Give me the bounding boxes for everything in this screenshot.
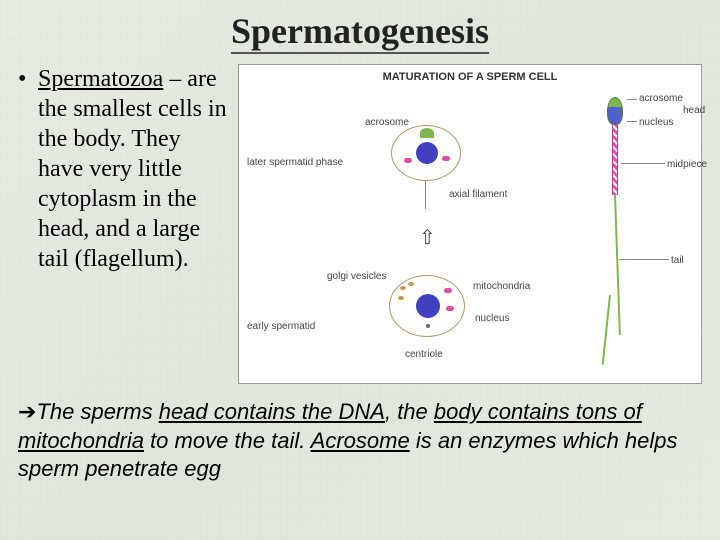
st2: , the	[385, 399, 434, 424]
bullet-item: • Spermatozoa – are the smallest cells i…	[18, 64, 228, 274]
nucleus-upper	[416, 142, 438, 164]
line-1	[627, 99, 637, 100]
axial-filament-line	[425, 181, 426, 209]
line-4	[619, 259, 669, 260]
arrow-up-icon: ⇧	[419, 225, 436, 250]
sperm-head	[607, 97, 623, 125]
golgi-1	[400, 286, 406, 290]
later-spermatid-cell	[391, 125, 461, 181]
label-midpiece: midpiece	[667, 159, 707, 170]
label-later-spermatid: later spermatid phase	[247, 157, 343, 168]
mito-2	[404, 158, 412, 163]
arrow-icon: ➔	[18, 399, 36, 424]
bullet-column: • Spermatozoa – are the smallest cells i…	[18, 64, 228, 384]
diagram-title: MATURATION OF A SPERM CELL	[239, 71, 701, 83]
sperm-midpiece	[612, 125, 618, 195]
label-early-spermatid: early spermatid	[247, 321, 315, 332]
line-3	[621, 163, 665, 164]
bullet-marker: •	[18, 64, 38, 274]
label-golgi: golgi vesicles	[327, 271, 386, 282]
sperm-tail-curve	[602, 295, 611, 365]
su1: head contains the DNA	[159, 399, 385, 424]
golgi-3	[398, 296, 404, 300]
st1: The sperms	[36, 399, 158, 424]
bullet-sep: –	[163, 66, 187, 92]
sperm-tail	[614, 195, 621, 335]
label-acrosome-left: acrosome	[365, 117, 409, 128]
label-tail: tail	[671, 255, 684, 266]
line-2	[627, 121, 637, 122]
bullet-term: Spermatozoa	[38, 66, 163, 92]
maturation-diagram: MATURATION OF A SPERM CELL ⇧	[238, 64, 702, 384]
bullet-rest: are the smallest cells in the body. They…	[38, 66, 227, 272]
slide-container: Spermatogenesis • Spermatozoa – are the …	[0, 0, 720, 540]
label-axial: axial filament	[449, 189, 507, 200]
label-mito-left: mitochondria	[473, 281, 530, 292]
label-acrosome-right: acrosome	[639, 93, 683, 104]
slide-title: Spermatogenesis	[231, 10, 489, 54]
mito-1	[442, 156, 450, 161]
label-head: head	[683, 105, 705, 116]
mito-3	[444, 288, 452, 293]
st3: to move the tail.	[144, 428, 311, 453]
title-wrap: Spermatogenesis	[18, 10, 702, 60]
nucleus-lower	[416, 294, 440, 318]
label-nucleus-lower: nucleus	[475, 313, 509, 324]
centriole-dot	[426, 324, 430, 328]
summary-text: ➔The sperms head contains the DNA, the b…	[18, 398, 702, 484]
early-spermatid-cell	[389, 275, 465, 337]
bullet-text: Spermatozoa – are the smallest cells in …	[38, 64, 228, 274]
mito-4	[446, 306, 454, 311]
label-centriole: centriole	[405, 349, 443, 360]
acrosome-cap	[420, 128, 434, 138]
su3: Acrosome	[311, 428, 410, 453]
content-row: • Spermatozoa – are the smallest cells i…	[18, 64, 702, 384]
label-nucleus-right: nucleus	[639, 117, 673, 128]
golgi-2	[408, 282, 414, 286]
